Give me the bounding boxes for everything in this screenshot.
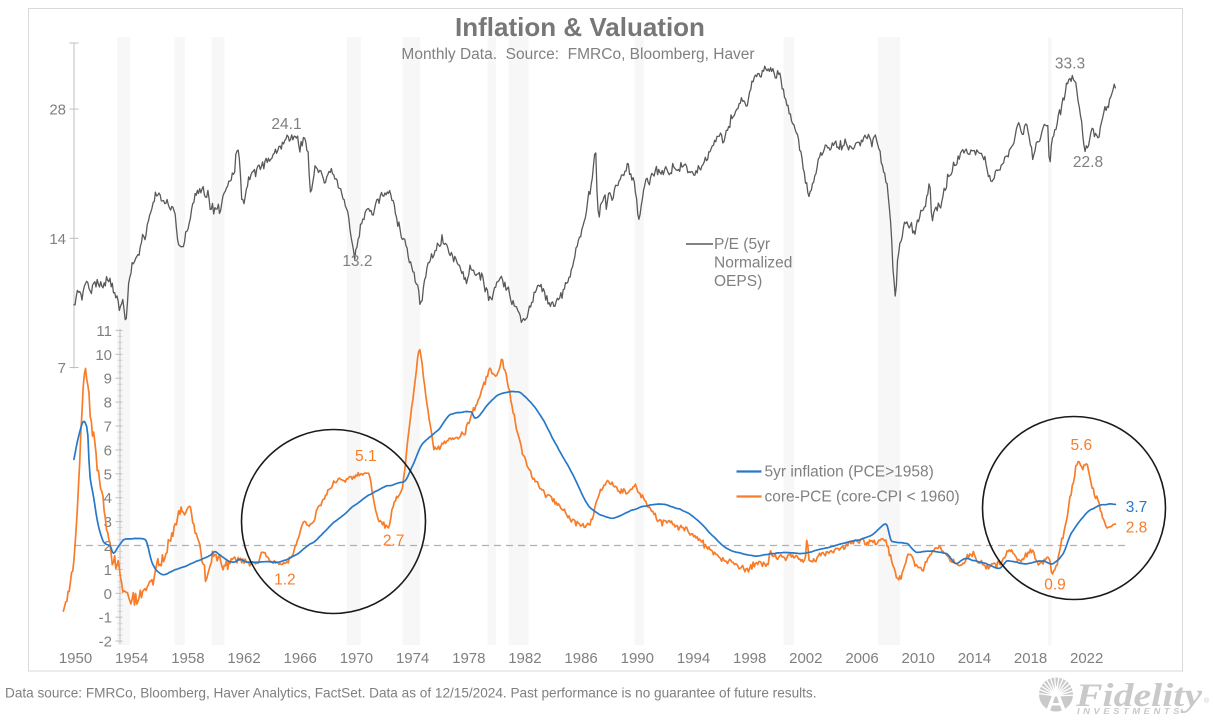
svg-text:22.8: 22.8 (1073, 154, 1103, 171)
svg-text:1978: 1978 (452, 650, 485, 667)
svg-text:1994: 1994 (677, 650, 710, 667)
svg-text:2010: 2010 (902, 650, 935, 667)
svg-text:5.1: 5.1 (355, 448, 377, 465)
svg-text:5: 5 (104, 466, 112, 483)
svg-text:0: 0 (104, 586, 112, 603)
svg-text:2022: 2022 (1070, 650, 1103, 667)
svg-text:5yr inflation (PCE>1958): 5yr inflation (PCE>1958) (765, 464, 934, 481)
svg-text:13.2: 13.2 (342, 253, 372, 270)
svg-text:7: 7 (58, 360, 66, 377)
svg-text:28: 28 (49, 102, 66, 119)
svg-text:5.6: 5.6 (1071, 437, 1093, 454)
svg-text:-2: -2 (99, 634, 112, 651)
svg-text:2.8: 2.8 (1126, 519, 1148, 536)
svg-text:1982: 1982 (508, 650, 541, 667)
svg-text:1.2: 1.2 (274, 572, 296, 589)
svg-text:Inflation & Valuation: Inflation & Valuation (455, 12, 705, 42)
svg-text:2.7: 2.7 (383, 533, 405, 550)
svg-text:14: 14 (49, 231, 66, 248)
svg-text:1986: 1986 (564, 650, 597, 667)
svg-text:2006: 2006 (845, 650, 878, 667)
svg-text:1954: 1954 (115, 650, 148, 667)
svg-text:11: 11 (96, 323, 112, 340)
svg-text:Fidelity: Fidelity (1075, 678, 1203, 714)
svg-text:33.3: 33.3 (1055, 56, 1085, 73)
svg-text:0.9: 0.9 (1044, 576, 1066, 593)
svg-text:Monthly Data. Source: FMRCo,: Monthly Data. Source: FMRCo, Bloomberg, … (401, 46, 754, 63)
svg-text:1998: 1998 (733, 650, 766, 667)
svg-text:®: ® (1204, 697, 1210, 705)
svg-text:1990: 1990 (621, 650, 654, 667)
svg-text:-1: -1 (99, 610, 112, 627)
svg-text:3.7: 3.7 (1126, 499, 1148, 516)
svg-text:2018: 2018 (1014, 650, 1047, 667)
svg-text:1962: 1962 (227, 650, 260, 667)
svg-text:2014: 2014 (958, 650, 991, 667)
svg-text:1970: 1970 (340, 650, 373, 667)
svg-text:3: 3 (104, 514, 112, 531)
svg-text:10: 10 (95, 347, 112, 364)
svg-text:2: 2 (104, 538, 112, 555)
svg-text:24.1: 24.1 (271, 116, 301, 133)
svg-text:8: 8 (104, 395, 112, 412)
svg-text:OEPS): OEPS) (714, 273, 762, 290)
svg-text:1966: 1966 (284, 650, 317, 667)
svg-text:Data source: FMRCo, Bloomberg,: Data source: FMRCo, Bloomberg, Haver Ana… (5, 686, 817, 701)
svg-text:Normalized: Normalized (714, 255, 792, 272)
svg-text:P/E (5yr: P/E (5yr (714, 236, 770, 253)
svg-text:6: 6 (104, 442, 112, 459)
svg-text:2002: 2002 (789, 650, 822, 667)
svg-text:9: 9 (104, 371, 112, 388)
svg-text:1958: 1958 (171, 650, 204, 667)
svg-text:INVESTMENTS: INVESTMENTS (1077, 707, 1183, 716)
svg-text:7: 7 (104, 419, 112, 436)
svg-text:1950: 1950 (59, 650, 92, 667)
svg-text:1974: 1974 (396, 650, 429, 667)
svg-text:1: 1 (104, 562, 112, 579)
svg-text:4: 4 (104, 490, 112, 507)
svg-text:core-PCE (core-CPI < 1960): core-PCE (core-CPI < 1960) (765, 489, 960, 506)
